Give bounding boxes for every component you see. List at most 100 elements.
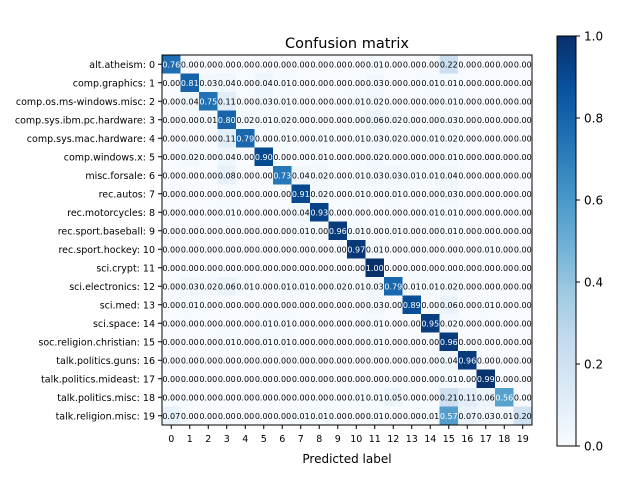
heatmap-cell xyxy=(236,221,255,241)
cell-value-label: 0.00 xyxy=(477,60,495,69)
heatmap-cell xyxy=(273,147,292,167)
heatmap-cell xyxy=(365,295,385,315)
heatmap-cell xyxy=(513,92,533,111)
cell-value-label: 0.01 xyxy=(218,338,236,347)
cell-value-label: 0.80 xyxy=(218,116,236,125)
cell-value-label: 0.00 xyxy=(255,171,273,180)
heatmap-cell xyxy=(476,369,496,389)
cell-value-label: 0.00 xyxy=(273,356,291,365)
heatmap-cell xyxy=(421,184,440,204)
heatmap-cell xyxy=(458,92,477,111)
cell-value-label: 0.01 xyxy=(366,412,384,421)
x-tick-label: 5 xyxy=(261,434,267,445)
cell-value-label: 0.00 xyxy=(347,319,365,328)
x-tick-label: 6 xyxy=(279,434,285,445)
cell-value-label: 0.00 xyxy=(495,356,513,365)
cell-value-label: 0.00 xyxy=(292,79,310,88)
heatmap-cell xyxy=(291,295,311,315)
heatmap-cell xyxy=(199,388,218,407)
cell-value-label: 0.00 xyxy=(403,356,421,365)
cell-value-label: 0.01 xyxy=(218,208,236,217)
heatmap-cell xyxy=(402,221,422,241)
cell-value-label: 0.04 xyxy=(218,79,236,88)
heatmap-cell xyxy=(236,314,255,333)
cell-value-label: 0.03 xyxy=(440,190,458,199)
heatmap-cell xyxy=(495,92,514,111)
cell-value-label: 0.00 xyxy=(292,301,310,310)
cell-value-label: 0.00 xyxy=(199,190,217,199)
cell-value-label: 0.00 xyxy=(477,282,495,291)
cell-value-label: 0.00 xyxy=(310,282,328,291)
cell-value-label: 0.00 xyxy=(514,79,532,88)
cell-value-label: 0.04 xyxy=(292,208,310,217)
heatmap-cell xyxy=(236,184,255,204)
cell-value-label: 0.00 xyxy=(384,208,402,217)
cell-value-label: 0.00 xyxy=(236,412,254,421)
heatmap-cell xyxy=(365,221,385,241)
cell-value-label: 0.00 xyxy=(403,79,421,88)
cell-value-label: 0.00 xyxy=(218,375,236,384)
cell-value-label: 0.00 xyxy=(477,97,495,106)
cell-value-label: 0.01 xyxy=(440,97,458,106)
cell-value-label: 0.00 xyxy=(236,171,254,180)
cell-value-label: 0.00 xyxy=(403,60,421,69)
cell-value-label: 0.00 xyxy=(495,301,513,310)
cell-value-label: 0.00 xyxy=(199,338,217,347)
heatmap-cell xyxy=(421,55,440,74)
cell-value-label: 0.00 xyxy=(366,208,384,217)
x-tick-label: 3 xyxy=(224,434,230,445)
cell-value-label: 0.00 xyxy=(384,264,402,273)
plot-frame xyxy=(161,54,533,426)
cell-value-label: 0.01 xyxy=(347,190,365,199)
cell-value-label: 0.00 xyxy=(421,153,439,162)
heatmap-cell xyxy=(384,258,403,278)
cell-value-label: 0.00 xyxy=(236,319,254,328)
cell-value-label: 0.00 xyxy=(218,190,236,199)
heatmap-cell xyxy=(162,277,181,296)
heatmap-cell xyxy=(254,221,274,241)
heatmap-cell xyxy=(495,203,514,222)
cell-value-label: 0.00 xyxy=(403,153,421,162)
cell-value-label: 0.03 xyxy=(255,97,273,106)
heatmap-cell xyxy=(439,147,459,167)
cell-value-label: 0.00 xyxy=(162,97,180,106)
heatmap-cell xyxy=(180,73,200,93)
heatmap-cell xyxy=(254,332,274,352)
heatmap-cell xyxy=(384,203,403,222)
heatmap-cell xyxy=(495,184,514,204)
cell-value-label: 0.00 xyxy=(514,190,532,199)
heatmap-cell xyxy=(458,129,477,148)
cell-value-label: 0.00 xyxy=(495,264,513,273)
heatmap-cell xyxy=(458,351,477,370)
heatmap-cell xyxy=(217,110,237,130)
heatmap-cell xyxy=(495,73,514,93)
heatmap-cell xyxy=(476,295,496,315)
cell-value-label: 0.01 xyxy=(292,282,310,291)
cell-value-label: 0.01 xyxy=(421,282,439,291)
cell-value-label: 0.00 xyxy=(181,190,199,199)
heatmap-cell xyxy=(310,369,329,389)
cell-value-label: 0.00 xyxy=(495,245,513,254)
heatmap-cell xyxy=(513,277,533,296)
cell-value-label: 0.00 xyxy=(310,319,328,328)
cell-value-label: 0.00 xyxy=(310,338,328,347)
cell-value-label: 0.06 xyxy=(218,282,236,291)
heatmap-cell xyxy=(180,129,200,148)
heatmap-cell xyxy=(236,369,255,389)
cell-value-label: 0.00 xyxy=(310,116,328,125)
heatmap-cell xyxy=(513,332,533,352)
heatmap-cell xyxy=(199,314,218,333)
heatmap-cell xyxy=(162,240,181,259)
heatmap-cell xyxy=(458,147,477,167)
heatmap-cell xyxy=(328,92,348,111)
cell-value-label: 0.00 xyxy=(292,393,310,402)
cell-value-label: 0.00 xyxy=(347,208,365,217)
cell-value-label: 0.00 xyxy=(181,134,199,143)
y-tick-label: sci.med: 13 xyxy=(100,300,155,311)
heatmap-cell xyxy=(180,55,200,74)
cell-value-label: 0.00 xyxy=(495,116,513,125)
heatmap-cell xyxy=(439,240,459,259)
cell-value-label: 0.00 xyxy=(236,338,254,347)
cell-value-label: 0.02 xyxy=(329,282,347,291)
heatmap-cell xyxy=(236,406,255,426)
